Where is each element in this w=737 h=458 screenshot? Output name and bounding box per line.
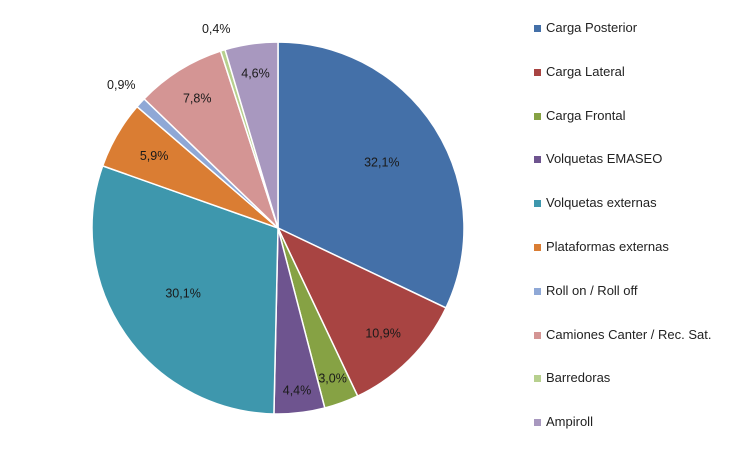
data-label: 30,1% [165, 287, 200, 301]
legend-item: Roll on / Roll off [534, 282, 734, 326]
legend-item: Plataformas externas [534, 238, 734, 282]
legend-label: Plataformas externas [546, 238, 669, 254]
legend-swatch [534, 331, 541, 339]
legend-swatch [534, 375, 541, 383]
legend-item: Ampiroll [534, 413, 734, 457]
legend-label: Carga Lateral [546, 63, 625, 79]
data-label: 10,9% [365, 326, 400, 340]
data-label: 4,6% [241, 66, 270, 80]
data-label: 0,9% [107, 78, 136, 92]
legend-label: Roll on / Roll off [546, 282, 638, 298]
pie-slice-carga-lateral [276, 226, 447, 398]
legend-label: Barredoras [546, 370, 611, 386]
pie-slice-camiones-canter-rec-sat [143, 50, 279, 229]
legend-swatch [534, 287, 541, 295]
legend-item: Camiones Canter / Rec. Sat. [534, 326, 734, 370]
legend-swatch [534, 156, 541, 164]
legend-item: Carga Lateral [534, 63, 734, 107]
legend-label: Volquetas EMASEO [546, 151, 663, 167]
pie-slice-volquetas-externas [91, 164, 279, 415]
legend-item: Carga Posterior [534, 19, 734, 63]
legend-swatch [534, 243, 541, 251]
pie-slices [91, 41, 465, 415]
legend-label: Carga Posterior [546, 20, 638, 35]
data-label: 0,4% [202, 22, 231, 36]
pie-slice-ampiroll [224, 41, 279, 229]
legend-item: Volquetas externas [534, 194, 734, 238]
legend-label: Ampiroll [546, 414, 593, 430]
legend-swatch [534, 68, 541, 76]
legend-swatch [534, 419, 541, 427]
legend-item: Carga Frontal [534, 107, 734, 151]
legend-label: Camiones Canter / Rec. Sat. [546, 326, 712, 342]
legend-swatch [534, 200, 541, 208]
legend-swatch [534, 25, 541, 32]
legend-swatch [534, 112, 541, 120]
data-label: 32,1% [364, 155, 399, 169]
legend-item: Volquetas EMASEO [534, 150, 734, 194]
legend-label: Volquetas externas [546, 195, 657, 211]
legend-label: Carga Frontal [546, 107, 626, 123]
legend-item: Barredoras [534, 369, 734, 413]
data-label: 7,8% [183, 92, 212, 106]
pie-slice-carga-posterior [277, 41, 465, 309]
data-label: 5,9% [140, 149, 169, 163]
legend: Carga Posterior Carga Lateral Carga Fronta… [534, 19, 734, 457]
data-label: 4,4% [283, 384, 312, 398]
pie-data-labels: 32,1% 10,9% 3,0% 4,4% 30,1% 5,9% 0,9% 7,8% 0,4% 4… [107, 22, 401, 398]
data-label: 3,0% [318, 371, 347, 385]
